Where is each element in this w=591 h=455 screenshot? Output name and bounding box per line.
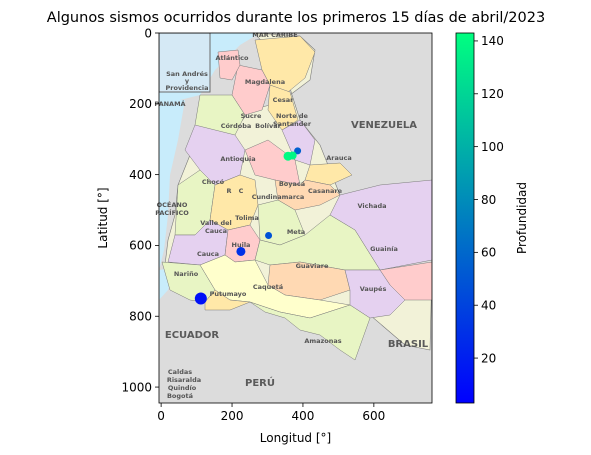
x-tick-label: 200 — [221, 409, 244, 423]
map-label-san-andres: San Andrés — [166, 70, 208, 78]
map-label-arauca: Arauca — [326, 154, 352, 162]
map-label-amazonas: Amazonas — [304, 337, 341, 345]
x-axis-ticks: 0 200 400 600 — [157, 403, 385, 423]
earthquake-point — [288, 151, 297, 160]
map-label-pacifico: PACÍFICO — [155, 208, 189, 217]
y-tick-label: 800 — [129, 310, 152, 324]
map-label-cundinamarca: Cundinamarca — [252, 193, 305, 201]
y-tick-label: 200 — [129, 97, 152, 111]
colorbar — [455, 32, 475, 404]
earthquake-point — [236, 246, 246, 256]
x-tick-label: 400 — [291, 409, 314, 423]
map-label-ecuador: ECUADOR — [165, 330, 220, 341]
map-label-y: y — [185, 77, 190, 85]
map-label-risaralda: Risaralda — [167, 376, 201, 384]
x-tick-label: 600 — [362, 409, 385, 423]
map-label-tolima: Tolima — [235, 214, 259, 222]
y-axis-ticks: 0 200 400 600 800 1000 — [121, 26, 159, 394]
map-label-providencia: Providencia — [165, 84, 208, 92]
colorbar-tick-label: 140 — [481, 34, 504, 48]
x-tick-label: 0 — [157, 409, 165, 423]
map-label-antioquia: Antioquia — [220, 155, 255, 163]
y-tick-label: 1000 — [121, 380, 152, 394]
map-label-caqueta: Caquetá — [253, 283, 283, 291]
y-axis-label: Latitud [°] — [96, 187, 110, 248]
chart-title: Algunos sismos ocurridos durante los pri… — [47, 10, 545, 26]
plot-frame — [158, 32, 433, 404]
colorbar-tick-label: 60 — [481, 246, 496, 260]
x-axis-label: Longitud [°] — [260, 431, 331, 445]
map-label-r: R — [226, 187, 231, 195]
map-label-boyaca: Boyacá — [279, 180, 305, 188]
map-label-vaupes: Vaupés — [360, 285, 387, 293]
map-label-huila: Huila — [232, 241, 251, 249]
map-label-cordoba: Córdoba — [221, 122, 252, 130]
map-label-sucre: Sucre — [241, 112, 262, 120]
map-label-cauca: Cauca — [197, 250, 219, 258]
map-label-peru: PERÚ — [245, 376, 275, 389]
map-label-vichada: Vichada — [357, 202, 386, 210]
colombia-map-image — [159, 33, 432, 403]
map-labels: VENEZUELA BRASIL ECUADOR PERÚ PANAMÁ MAR… — [154, 31, 428, 400]
map-label-atlantico: Atlántico — [215, 54, 249, 62]
map-label-santander-n: Santander — [273, 120, 312, 128]
map-label-narino: Nariño — [174, 270, 199, 278]
y-tick-label: 0 — [144, 26, 152, 40]
map-label-bogota: Bogotá — [167, 392, 193, 400]
map-label-meta: Meta — [287, 228, 305, 236]
map-label-magdalena: Magdalena — [245, 78, 285, 86]
earthquake-point — [194, 292, 207, 305]
map-label-cauca-valle: Cauca — [205, 227, 227, 235]
colorbar-label: Profundidad — [515, 182, 529, 254]
map-label-valle-del: Valle del — [200, 219, 231, 227]
colorbar-tick-label: 40 — [481, 299, 496, 313]
map-label-putumayo: Putumayo — [210, 290, 247, 298]
colorbar-tick-label: 100 — [481, 140, 504, 154]
map-label-oceano: OCÉANO — [157, 200, 188, 209]
colorbar-tick-label: 20 — [481, 351, 496, 365]
map-label-choco: Chocó — [202, 178, 225, 186]
earthquake-point — [294, 147, 302, 155]
map-label-c: C — [239, 187, 244, 195]
map-label-caldas: Caldas — [168, 368, 192, 376]
map-label-guainia: Guainía — [370, 245, 398, 253]
map-label-quindio: Quindío — [168, 384, 197, 392]
colorbar-ticks: 20 40 60 80 100 120 140 — [474, 34, 504, 365]
map-label-norte-de: Norte de — [276, 112, 309, 120]
colorbar-tick-label: 120 — [481, 87, 504, 101]
colorbar-tick-label: 80 — [481, 193, 496, 207]
map-label-mar-caribe: MAR CARIBE — [252, 31, 297, 39]
y-tick-label: 400 — [129, 168, 152, 182]
map-label-bolivar: Bolívar — [255, 122, 281, 130]
earthquake-point — [265, 232, 273, 240]
map-label-panama: PANAMÁ — [154, 99, 185, 108]
map-label-venezuela: VENEZUELA — [351, 120, 417, 131]
map-label-cesar: Cesar — [273, 96, 294, 104]
map-label-guaviare: Guaviare — [296, 262, 329, 270]
map-label-brasil: BRASIL — [388, 339, 429, 350]
scatter-points — [194, 147, 302, 305]
map-label-casanare: Casanare — [308, 187, 343, 195]
y-tick-label: 600 — [129, 239, 152, 253]
